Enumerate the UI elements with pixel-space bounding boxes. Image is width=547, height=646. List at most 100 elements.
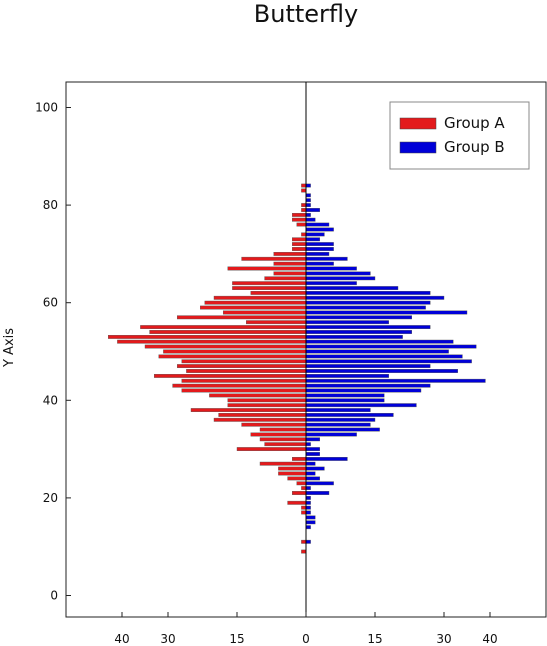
- bar-a: [301, 208, 307, 212]
- y-axis-title: Y Axis: [2, 328, 17, 368]
- bar-a: [172, 383, 307, 388]
- bar-b: [305, 413, 394, 417]
- bar-b: [305, 422, 371, 427]
- bar-b: [305, 320, 390, 325]
- legend: Group A Group B: [389, 101, 530, 170]
- bar-b: [305, 486, 311, 490]
- bar-b: [305, 476, 321, 481]
- legend-box: [389, 101, 530, 170]
- bar-a: [140, 325, 307, 329]
- bar-a: [232, 286, 307, 290]
- bar-b: [305, 291, 431, 295]
- bar-b: [305, 447, 321, 451]
- bar-a: [296, 222, 307, 227]
- bar-b: [305, 403, 417, 408]
- bar-b: [305, 520, 316, 525]
- bar-b: [305, 510, 311, 515]
- bar-a: [186, 369, 307, 373]
- bar-a: [158, 354, 307, 359]
- x-tick-label: 15: [229, 632, 244, 646]
- bar-a: [181, 378, 307, 383]
- bar-a: [222, 310, 307, 315]
- bar-a: [241, 422, 307, 427]
- bar-a: [236, 447, 307, 451]
- series-group-a: [107, 183, 307, 554]
- bar-b: [305, 539, 311, 544]
- bar-a: [301, 486, 307, 490]
- bar-b: [305, 378, 486, 383]
- legend-label: Group A: [444, 114, 505, 132]
- bar-b: [305, 261, 334, 266]
- bar-b: [305, 491, 330, 495]
- bar-b: [305, 398, 385, 403]
- bar-b: [305, 310, 468, 315]
- bar-b: [305, 330, 413, 334]
- chart-title: Butterfly: [253, 0, 359, 28]
- bar-a: [273, 261, 307, 266]
- bar-b: [305, 237, 321, 242]
- bar-b: [305, 369, 459, 373]
- bar-b: [305, 198, 311, 203]
- x-tick-label: 30: [436, 632, 451, 646]
- bar-a: [227, 266, 307, 271]
- bar-a: [250, 291, 307, 295]
- bar-a: [209, 393, 307, 398]
- bar-a: [301, 549, 307, 554]
- x-tick-label: 15: [367, 632, 382, 646]
- bar-a: [259, 437, 307, 442]
- bar-a: [241, 256, 307, 261]
- bar-a: [278, 471, 307, 476]
- bar-a: [292, 212, 307, 217]
- bar-b: [305, 393, 385, 398]
- y-tick-label: 0: [50, 589, 58, 603]
- bar-b: [305, 339, 454, 344]
- bar-a: [264, 276, 307, 281]
- bar-a: [199, 305, 307, 310]
- bar-b: [305, 256, 348, 261]
- bar-b: [305, 388, 422, 393]
- bar-a: [245, 320, 307, 325]
- bar-b: [305, 525, 311, 530]
- bar-a: [149, 330, 307, 334]
- bar-b: [305, 432, 357, 437]
- x-tick-label: 40: [482, 632, 497, 646]
- bar-a: [292, 491, 307, 495]
- bar-a: [259, 461, 307, 466]
- bar-b: [305, 247, 334, 251]
- bar-b: [305, 364, 431, 368]
- y-tick-label: 40: [43, 393, 58, 407]
- bar-b: [305, 242, 334, 246]
- bar-a: [213, 295, 307, 300]
- bar-a: [278, 466, 307, 471]
- bar-a: [292, 457, 307, 461]
- bar-b: [305, 437, 321, 442]
- bar-a: [153, 374, 307, 378]
- bar-a: [176, 315, 307, 320]
- bar-a: [144, 344, 307, 349]
- bar-b: [305, 266, 357, 271]
- bar-a: [301, 183, 307, 188]
- x-tick-label: 30: [160, 632, 175, 646]
- bar-b: [305, 481, 334, 486]
- bar-b: [305, 457, 348, 461]
- bar-a: [181, 388, 307, 393]
- legend-swatch: [399, 141, 437, 154]
- bar-b: [305, 271, 371, 276]
- bar-a: [292, 237, 307, 242]
- bar-a: [301, 203, 307, 207]
- bar-b: [305, 500, 311, 505]
- bar-a: [259, 427, 307, 432]
- bar-a: [250, 432, 307, 437]
- bar-a: [232, 281, 307, 286]
- bar-b: [305, 227, 334, 232]
- bar-a: [227, 398, 307, 403]
- bar-a: [176, 364, 307, 368]
- y-tick-label: 80: [43, 198, 58, 212]
- bar-b: [305, 354, 463, 359]
- bar-b: [305, 183, 311, 188]
- bar-a: [301, 505, 307, 510]
- bar-b: [305, 374, 390, 378]
- bar-b: [305, 349, 449, 354]
- bar-a: [292, 247, 307, 251]
